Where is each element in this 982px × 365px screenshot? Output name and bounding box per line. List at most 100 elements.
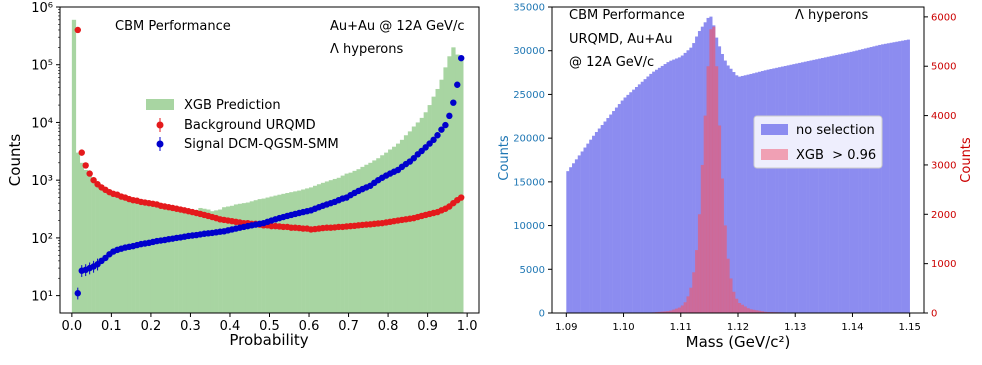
no-selection-bar	[606, 118, 609, 313]
xgb-selection-bar	[672, 310, 675, 313]
legend-swatch-no-selection	[761, 124, 788, 135]
xgb-prediction-bar	[281, 194, 285, 313]
no-selection-bar	[792, 64, 795, 313]
xgb-selection-bar	[718, 125, 721, 313]
right-x-tick-label: 1.11	[670, 322, 692, 333]
no-selection-bar	[821, 58, 824, 313]
xgb-prediction-bar	[297, 191, 301, 313]
xgb-prediction-bar	[262, 199, 266, 313]
signal-dcm-point	[442, 122, 448, 128]
left-y-tick-label: 10²	[31, 232, 53, 247]
no-selection-bar	[612, 111, 615, 313]
no-selection-bar	[624, 97, 627, 313]
xgb-prediction-bar	[198, 208, 202, 313]
no-selection-bar	[618, 104, 621, 313]
no-selection-bar	[755, 73, 758, 314]
no-selection-bar	[812, 60, 815, 313]
no-selection-bar	[881, 44, 884, 313]
no-selection-bar	[904, 40, 907, 313]
no-selection-bar	[666, 62, 669, 313]
no-selection-bar	[761, 71, 764, 313]
no-selection-bar	[681, 56, 684, 313]
no-selection-bar	[686, 50, 689, 313]
no-selection-bar	[598, 129, 601, 313]
no-selection-bar	[595, 132, 598, 313]
no-selection-bar	[781, 67, 784, 313]
right-y2-tick-label: 5000	[931, 62, 956, 73]
xgb-prediction-bar	[135, 200, 139, 313]
right-annotation-lambda: Λ hyperons	[795, 8, 868, 23]
xgb-selection-bar	[709, 29, 712, 313]
no-selection-bar	[655, 70, 658, 313]
no-selection-bar	[635, 87, 638, 313]
no-selection-bar	[604, 122, 607, 313]
right-y-axis-label-left: Counts	[497, 135, 512, 181]
xgb-prediction-bar	[451, 47, 455, 313]
xgb-prediction-bar	[190, 211, 194, 313]
legend-swatch-xgb	[146, 99, 174, 110]
xgb-prediction-bar	[119, 196, 123, 313]
xgb-prediction-bar	[84, 170, 88, 313]
xgb-prediction-bar	[88, 176, 92, 313]
no-selection-bar	[744, 75, 747, 313]
right-y-tick-label: 15000	[513, 177, 545, 188]
background-urqmd-point	[86, 170, 92, 176]
right-y2-tick-label: 1000	[931, 259, 956, 270]
no-selection-bar	[895, 42, 898, 313]
xgb-selection-bar	[732, 292, 735, 313]
no-selection-bar	[907, 40, 910, 313]
no-selection-bar	[732, 72, 735, 313]
no-selection-bar	[749, 74, 752, 313]
xgb-selection-bar	[675, 309, 678, 313]
no-selection-bar	[626, 95, 629, 313]
xgb-prediction-bar	[273, 196, 277, 313]
right-y2-tick-label: 4000	[931, 111, 956, 122]
right-x-tick-label: 1.12	[727, 322, 749, 333]
right-y-tick-label: 5000	[520, 265, 545, 276]
xgb-selection-bar	[741, 305, 744, 313]
xgb-prediction-bar	[313, 186, 317, 313]
signal-dcm-point	[450, 99, 456, 105]
legend-marker-signal	[157, 141, 164, 148]
no-selection-bar	[638, 84, 641, 313]
no-selection-bar	[804, 62, 807, 313]
left-y-axis-label: Counts	[6, 134, 24, 187]
no-selection-bar	[815, 59, 818, 313]
right-legend: no selection XGB > 0.96	[754, 116, 882, 168]
xgb-prediction-bar	[183, 210, 187, 313]
left-annotation-cbm: CBM Performance	[115, 19, 231, 34]
xgb-selection-bar	[681, 305, 684, 313]
no-selection-bar	[578, 155, 581, 313]
xgb-selection-bar	[695, 250, 698, 313]
no-selection-bar	[644, 79, 647, 313]
signal-dcm-point	[458, 55, 464, 61]
no-selection-bar	[867, 48, 870, 313]
no-selection-bar	[870, 47, 873, 313]
xgb-selection-bar	[678, 308, 681, 313]
signal-dcm-point	[75, 290, 81, 296]
no-selection-bar	[601, 125, 604, 313]
background-urqmd-point	[79, 149, 85, 155]
no-selection-bar	[861, 49, 864, 313]
xgb-prediction-bar	[289, 192, 293, 313]
right-y-tick-label: 0	[539, 309, 545, 320]
no-selection-bar	[772, 68, 775, 313]
no-selection-bar	[741, 76, 744, 313]
right-x-tick-label: 1.09	[555, 322, 577, 333]
xgb-prediction-bar	[301, 189, 305, 313]
xgb-prediction-bar	[115, 194, 119, 313]
right-y2-tick-label: 2000	[931, 210, 956, 221]
background-urqmd-point	[458, 194, 464, 200]
no-selection-bar	[855, 51, 858, 313]
no-selection-bar	[844, 53, 847, 313]
xgb-selection-bar	[686, 296, 689, 313]
xgb-prediction-bar	[96, 183, 100, 313]
no-selection-bar	[572, 163, 575, 313]
no-selection-bar	[775, 68, 778, 313]
right-x-tick-label: 1.10	[612, 322, 634, 333]
xgb-prediction-bar	[103, 189, 107, 313]
no-selection-bar	[872, 46, 875, 313]
